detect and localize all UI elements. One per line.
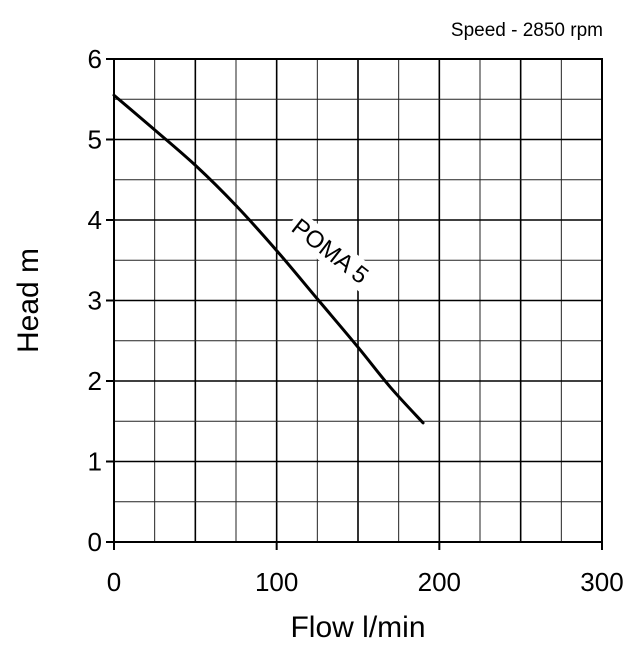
series-label-background [283, 210, 384, 298]
y-tick-label: 3 [88, 286, 102, 316]
y-axis-label: Head m [12, 248, 45, 353]
y-tick-label: 0 [88, 527, 102, 557]
y-tick-label: 4 [88, 205, 102, 235]
y-tick-label: 2 [88, 366, 102, 396]
y-tick-label: 5 [88, 125, 102, 155]
x-tick-label: 200 [418, 567, 461, 597]
x-tick-label: 0 [107, 567, 121, 597]
y-tick-labels: 0 1 2 3 4 5 6 [88, 44, 114, 557]
x-tick-labels: 0 100 200 300 [107, 542, 624, 597]
y-tick-label: 1 [88, 447, 102, 477]
y-tick-label: 6 [88, 44, 102, 74]
x-tick-label: 300 [580, 567, 623, 597]
grid [114, 59, 602, 542]
x-tick-label: 100 [255, 567, 298, 597]
x-axis-label: Flow l/min [290, 611, 425, 644]
speed-annotation: Speed - 2850 rpm [451, 20, 603, 41]
series-line-poma5 [112, 93, 425, 425]
